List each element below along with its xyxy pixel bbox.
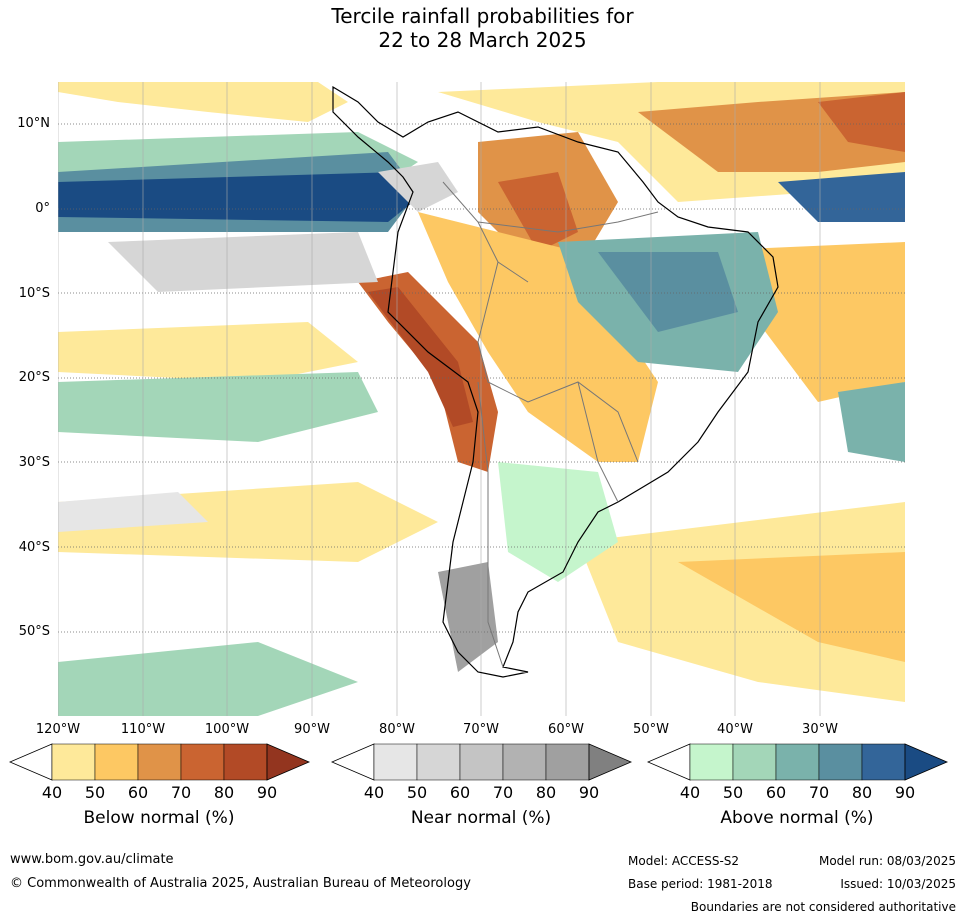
rainfall-probability-map: [58, 82, 905, 716]
cb1-tick-2: 60: [449, 783, 471, 802]
below-normal-south-atlantic: [578, 502, 905, 702]
near-normal-area-2: [378, 162, 458, 212]
above-normal-southern-pacific: [58, 642, 358, 716]
cb1-tick-4: 80: [535, 783, 557, 802]
colorbar-0-swatch-4: [223, 743, 268, 781]
above-normal-equatorial-core: [58, 172, 413, 222]
below-normal-very-strong-ne: [818, 92, 905, 152]
lat-label-50s: 50°S: [18, 624, 50, 639]
map-canvas: [58, 82, 905, 716]
colorbar-2-swatch-4: [861, 743, 906, 781]
colorbar-2-swatch-5: [904, 743, 949, 781]
country-borders: [442, 181, 659, 668]
lon-label-50w: 50°W: [633, 722, 669, 737]
lat-label-30s: 30°S: [18, 455, 50, 470]
colorbar-0-swatch-2: [137, 743, 182, 781]
footer-base-period: Base period: 1981-2018: [628, 877, 773, 891]
lat-label-0: 0°: [35, 201, 50, 216]
footer-issued: Issued: 10/03/2025: [840, 877, 956, 891]
colorbar-1-swatch-0: [373, 743, 418, 781]
longitude-lines: [58, 82, 821, 716]
lat-label-10s: 10°S: [18, 286, 50, 301]
colorbar-1-swatch-3: [502, 743, 547, 781]
cb1-tick-5: 90: [578, 783, 600, 802]
colorbar-0-swatch-1: [94, 743, 139, 781]
cb0-tick-3: 70: [170, 783, 192, 802]
footer-url[interactable]: www.bom.gov.au/climate: [10, 852, 174, 867]
cb0-tick-2: 60: [127, 783, 149, 802]
lon-label-120w: 120°W: [35, 722, 81, 737]
lon-label-80w: 80°W: [379, 722, 415, 737]
lon-label-90w: 90°W: [294, 722, 330, 737]
cb1-tick-1: 50: [406, 783, 428, 802]
footer-model-run: Model run: 08/03/2025: [818, 854, 956, 868]
near-normal-area-3: [108, 232, 378, 292]
lon-label-60w: 60°W: [548, 722, 584, 737]
title-line-2: 22 to 28 March 2025: [378, 28, 587, 52]
lat-label-20s: 20°S: [18, 370, 50, 385]
lat-label-10n: 10°N: [17, 116, 50, 131]
colorbar-2-swatch-1: [732, 743, 777, 781]
cb2-tick-1: 50: [722, 783, 744, 802]
near-normal-area-1: [58, 492, 208, 532]
cb2-tick-4: 80: [851, 783, 873, 802]
below-normal-pacific-band: [58, 322, 358, 382]
chart-title: Tercile rainfall probabilities for 22 to…: [0, 4, 965, 52]
cb0-title: Below normal (%): [83, 808, 235, 828]
graticule: [58, 123, 905, 633]
title-line-1: Tercile rainfall probabilities for: [331, 4, 634, 28]
colorbar-1-swatch-1: [416, 743, 461, 781]
lon-label-110w: 110°W: [120, 722, 166, 737]
footer-disclaimer: Boundaries are not considered authoritat…: [690, 900, 956, 914]
footer-copyright: © Commonwealth of Australia 2025, Austra…: [10, 876, 471, 891]
lon-label-100w: 100°W: [204, 722, 250, 737]
lon-label-30w: 30°W: [802, 722, 838, 737]
south-america-coastline: [332, 85, 779, 678]
cb0-tick-1: 50: [84, 783, 106, 802]
cb2-tick-3: 70: [808, 783, 830, 802]
colorbar-0-swatch-3: [180, 743, 225, 781]
lat-label-40s: 40°S: [18, 540, 50, 555]
cb0-tick-0: 40: [41, 783, 63, 802]
near-normal-patagonia: [438, 562, 498, 672]
footer-model: Model: ACCESS-S2: [628, 854, 740, 868]
colorbar-below-normal: [8, 743, 311, 781]
lon-label-70w: 70°W: [463, 722, 499, 737]
below-normal-andes-core: [368, 287, 473, 427]
colorbar-2-swatch-3: [818, 743, 863, 781]
colorbar-0-swatch-5: [266, 743, 311, 781]
cb2-title: Above normal (%): [720, 808, 874, 828]
above-normal-argentina: [498, 462, 618, 582]
cb2-tick-2: 60: [765, 783, 787, 802]
below-normal-central: [418, 212, 658, 462]
colorbar-1-swatch-5: [588, 743, 633, 781]
cb1-tick-0: 40: [363, 783, 385, 802]
colorbar-near-normal: [330, 743, 633, 781]
cb1-title: Near normal (%): [410, 808, 552, 828]
colorbar-2-swatch-0: [689, 743, 734, 781]
cb0-tick-4: 80: [213, 783, 235, 802]
colorbar-2-swatch-2: [775, 743, 820, 781]
colorbar-1-swatch-4: [545, 743, 590, 781]
above-normal-brazil-core: [598, 252, 738, 332]
colorbar-1-swatch-2: [459, 743, 504, 781]
cb1-tick-3: 70: [492, 783, 514, 802]
cb2-tick-0: 40: [679, 783, 701, 802]
colorbar-0-swatch-0: [51, 743, 96, 781]
above-normal-atlantic-equatorial: [778, 172, 905, 222]
cb0-tick-5: 90: [256, 783, 278, 802]
lon-label-40w: 40°W: [717, 722, 753, 737]
colorbar-above-normal: [646, 743, 949, 781]
cb2-tick-5: 90: [894, 783, 916, 802]
below-normal-area-nw: [58, 82, 348, 122]
above-normal-pacific-south: [58, 372, 378, 442]
above-normal-atlantic-east: [838, 382, 905, 462]
